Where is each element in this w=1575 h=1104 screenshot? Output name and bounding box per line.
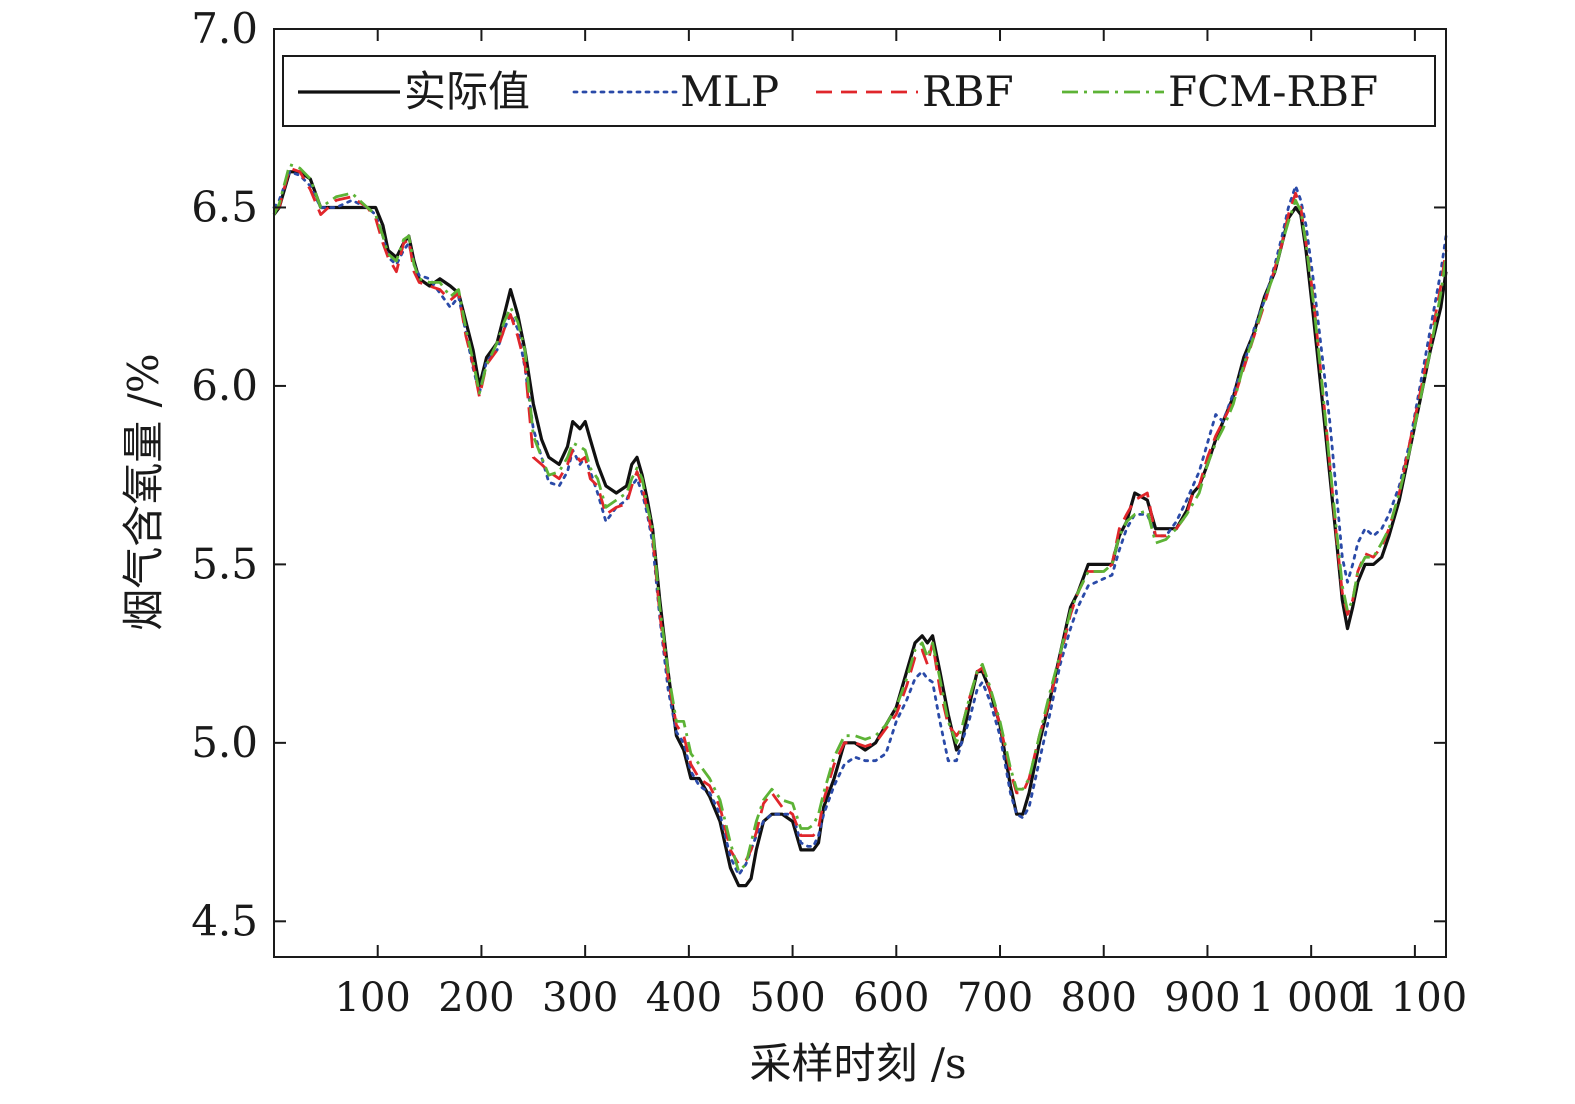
legend: 实际值 MLP RBF FCM-RBF bbox=[282, 55, 1436, 127]
y-tick-label: 6.0 bbox=[191, 361, 258, 410]
x-tick-label: 500 bbox=[749, 975, 825, 1021]
x-tick-label: 400 bbox=[646, 975, 722, 1021]
y-tick-label: 5.5 bbox=[191, 539, 258, 588]
y-tick-label: 5.0 bbox=[191, 718, 258, 767]
x-tick-label: 900 bbox=[1164, 975, 1240, 1021]
x-tick-label: 700 bbox=[957, 975, 1033, 1021]
legend-label-fcm-rbf: FCM-RBF bbox=[1168, 67, 1378, 116]
legend-label-rbf: RBF bbox=[922, 67, 1014, 116]
x-tick-label: 800 bbox=[1061, 975, 1137, 1021]
series-line-rbf bbox=[273, 166, 1448, 866]
series-line-fcm-rbf bbox=[272, 163, 1448, 873]
y-tick-label: 7.0 bbox=[191, 4, 258, 53]
legend-label-mlp: MLP bbox=[680, 67, 779, 116]
x-tick-label: 1 000 bbox=[1249, 975, 1364, 1021]
series-layer bbox=[272, 163, 1448, 888]
plot-frame bbox=[273, 28, 1447, 958]
y-tick-label: 6.5 bbox=[191, 182, 258, 231]
x-tick-label: 200 bbox=[438, 975, 514, 1021]
series-line-mlp bbox=[272, 170, 1448, 877]
y-axis-label: 烟气含氧量 /% bbox=[119, 353, 168, 630]
x-tick-label: 600 bbox=[853, 975, 929, 1021]
x-tick-label: 300 bbox=[542, 975, 618, 1021]
y-tick-label: 4.5 bbox=[191, 896, 258, 945]
x-tick-label: 1 100 bbox=[1353, 975, 1468, 1021]
legend-box bbox=[282, 55, 1436, 127]
x-axis-label: 采样时刻 /s bbox=[749, 1039, 966, 1088]
legend-label-actual: 实际值 bbox=[404, 67, 530, 116]
x-tick-label: 100 bbox=[335, 975, 411, 1021]
